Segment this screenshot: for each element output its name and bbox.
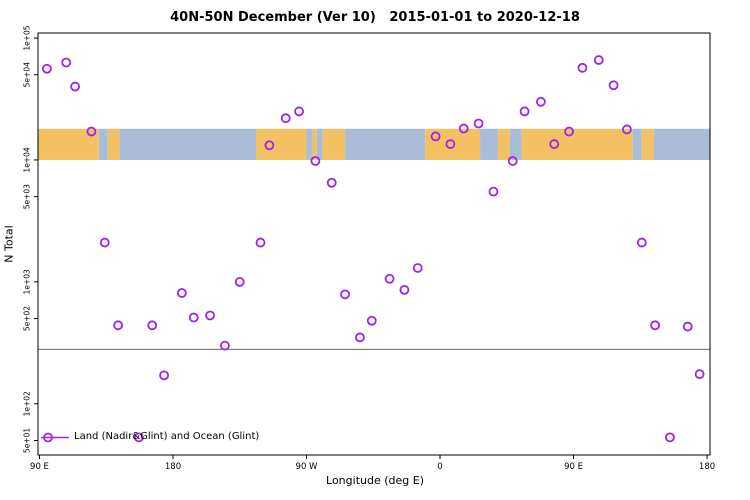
data-point bbox=[622, 124, 632, 135]
data-point bbox=[340, 289, 350, 300]
y-tick-label: 1e+05 bbox=[23, 25, 32, 50]
map-band-land bbox=[425, 128, 481, 160]
data-point bbox=[682, 321, 693, 332]
data-point bbox=[188, 312, 199, 323]
map-band-land bbox=[641, 128, 654, 160]
data-point bbox=[519, 106, 530, 117]
data-point bbox=[458, 123, 469, 134]
data-point bbox=[430, 131, 441, 142]
plot-title: 40N-50N December (Ver 10) 2015-01-01 to … bbox=[170, 10, 580, 25]
x-axis-label: Longitude (deg E) bbox=[326, 474, 424, 487]
map-band-land bbox=[107, 128, 120, 160]
legend-label: Land (Nadir&Glint) and Ocean (Glint) bbox=[74, 431, 260, 442]
map-band-ocean bbox=[119, 128, 257, 160]
data-point bbox=[220, 340, 230, 351]
y-tick-label: 5e+01 bbox=[23, 428, 32, 453]
data-point bbox=[205, 310, 215, 321]
map-band-ocean bbox=[653, 128, 710, 160]
data-point bbox=[113, 320, 124, 331]
data-point bbox=[694, 369, 705, 380]
data-point bbox=[147, 320, 158, 331]
data-point bbox=[593, 55, 604, 65]
data-point bbox=[549, 139, 560, 149]
x-tick-label: 0 bbox=[437, 462, 442, 472]
y-tick-label: 5e+03 bbox=[23, 184, 32, 209]
map-band-ocean bbox=[345, 128, 426, 160]
map-band-land bbox=[38, 128, 99, 160]
y-tick-label: 1e+03 bbox=[23, 269, 32, 294]
map-band-land bbox=[497, 128, 510, 160]
data-point bbox=[535, 96, 546, 107]
data-point bbox=[577, 62, 588, 73]
data-point bbox=[310, 156, 321, 166]
data-point bbox=[280, 113, 291, 124]
data-point bbox=[176, 288, 187, 298]
data-point bbox=[665, 432, 675, 443]
data-point bbox=[384, 273, 395, 284]
x-tick-label: 180 bbox=[699, 462, 715, 472]
data-point bbox=[564, 126, 574, 137]
plot-frame bbox=[37, 32, 711, 456]
data-point bbox=[326, 177, 337, 188]
data-point bbox=[355, 332, 365, 343]
data-point bbox=[264, 140, 275, 151]
data-point bbox=[42, 63, 52, 74]
y-tick-label: 5e+04 bbox=[23, 62, 32, 87]
map-band-land bbox=[256, 128, 307, 160]
x-tick-label: 90 E bbox=[564, 462, 583, 472]
map-band-land bbox=[312, 128, 317, 160]
y-tick-label: 1e+02 bbox=[23, 391, 32, 416]
data-point bbox=[473, 118, 484, 129]
data-point bbox=[234, 276, 245, 287]
data-point bbox=[412, 263, 423, 273]
data-point bbox=[70, 81, 80, 92]
data-point bbox=[159, 370, 169, 381]
data-point bbox=[294, 106, 304, 117]
x-tick-label: 90 W bbox=[296, 462, 319, 472]
data-point bbox=[61, 57, 72, 68]
data-point bbox=[608, 80, 619, 91]
map-band-ocean bbox=[306, 128, 313, 160]
data-point bbox=[133, 432, 144, 443]
data-point bbox=[445, 139, 456, 149]
map-band-ocean bbox=[509, 128, 522, 160]
map-band-land bbox=[521, 128, 633, 160]
legend-marker-circle bbox=[43, 432, 53, 443]
y-tick-label: 5e+02 bbox=[23, 306, 32, 331]
y-tick-label: 1e+04 bbox=[23, 147, 32, 172]
x-tick-label: 90 E bbox=[30, 462, 49, 472]
map-band-ocean bbox=[632, 128, 642, 160]
map-band-land bbox=[322, 128, 346, 160]
map-band-ocean bbox=[316, 128, 323, 160]
data-point bbox=[507, 156, 518, 166]
map-band-ocean bbox=[98, 128, 108, 160]
data-point bbox=[488, 186, 499, 197]
data-point bbox=[99, 237, 110, 248]
data-point bbox=[636, 237, 647, 248]
data-point bbox=[86, 126, 97, 137]
data-point bbox=[399, 284, 410, 295]
map-band-ocean bbox=[480, 128, 498, 160]
data-point bbox=[650, 320, 661, 331]
data-point bbox=[255, 237, 266, 248]
x-tick-label: 180 bbox=[165, 462, 181, 472]
data-point bbox=[366, 315, 377, 326]
y-axis-label: N Total bbox=[2, 225, 16, 263]
